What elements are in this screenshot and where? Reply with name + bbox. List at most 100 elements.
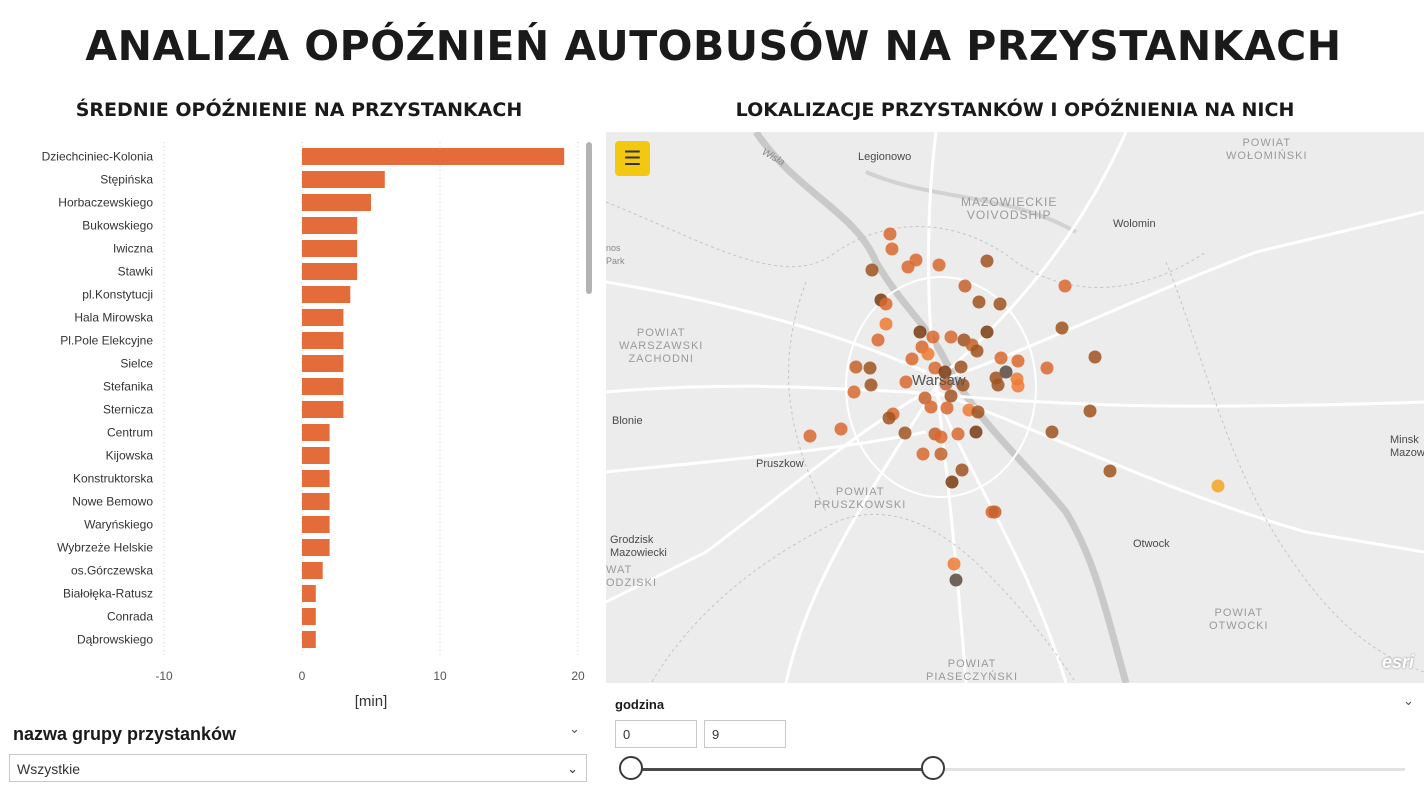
stop-marker — [926, 330, 940, 344]
place-grodzisk: Grodzisk Mazowiecki — [610, 534, 667, 559]
stop-marker — [944, 389, 958, 403]
region-powiat-grodziski: WAT ODZISKI — [606, 564, 658, 589]
esri-logo: esri — [1381, 652, 1414, 672]
bar[interactable] — [302, 171, 385, 188]
chevron-down-icon: ⌄ — [567, 761, 578, 776]
bar[interactable] — [302, 378, 344, 395]
stop-marker — [864, 378, 878, 392]
bar[interactable] — [302, 562, 323, 579]
bar[interactable] — [302, 355, 344, 372]
bar[interactable] — [302, 447, 330, 464]
hour-slider-track[interactable] — [631, 768, 1405, 771]
bar[interactable] — [302, 263, 358, 280]
x-tick-label: 10 — [433, 669, 447, 683]
y-category-label: Stefanika — [103, 380, 153, 394]
bar[interactable] — [302, 286, 351, 303]
stop-marker — [879, 317, 893, 331]
stop-marker — [1011, 379, 1025, 393]
delay-bar-chart: -10 0 10 20 Dziechciniec-Kolonia Stępińska Hor… — [42, 142, 585, 710]
hour-slider-max-handle[interactable] — [920, 756, 945, 780]
map-menu-button[interactable]: ☰ — [615, 141, 650, 176]
y-category-label: Konstruktorska — [73, 472, 153, 486]
place-minsk: Minsk Mazowiec — [1390, 434, 1424, 459]
bar[interactable] — [302, 516, 330, 533]
map-title: LOKALIZACJE PRZYSTANKÓW I OPÓŹNIENIA NA … — [735, 99, 1295, 121]
place-wolomin: Wolomin — [1113, 218, 1156, 230]
stop-marker — [1055, 321, 1069, 335]
stop-marker — [928, 361, 942, 375]
bar[interactable] — [302, 148, 565, 165]
hour-max-input[interactable]: 9 — [704, 720, 786, 748]
stop-marker — [940, 401, 954, 415]
stop-marker — [924, 400, 938, 414]
stop-marker — [945, 475, 959, 489]
stop-group-filter-title: nazwa grupy przystanków — [13, 724, 237, 744]
hour-min-input[interactable]: 0 — [615, 720, 697, 748]
y-category-label: pl.Konstytucji — [82, 288, 153, 302]
stop-marker — [934, 447, 948, 461]
y-category-label: Sternicza — [103, 403, 153, 417]
y-category-label: os.Górczewska — [71, 564, 153, 578]
stop-marker — [879, 297, 893, 311]
stop-marker — [1083, 404, 1097, 418]
bar[interactable] — [302, 240, 358, 257]
chart-scrollbar-thumb[interactable] — [586, 142, 592, 294]
bar[interactable] — [302, 217, 358, 234]
y-category-label: Nowe Bemowo — [72, 495, 153, 509]
stop-marker — [882, 411, 896, 425]
stop-group-selected: Wszystkie — [17, 761, 80, 777]
stop-marker — [1103, 464, 1117, 478]
hour-filter-title: godzina — [615, 697, 665, 712]
stop-marker — [1088, 350, 1102, 364]
stop-marker — [955, 463, 969, 477]
stop-marker — [949, 573, 963, 587]
bar[interactable] — [302, 493, 330, 510]
bar[interactable] — [302, 631, 316, 648]
y-category-label: Dziechciniec-Kolonia — [42, 150, 154, 164]
stop-marker — [1011, 354, 1025, 368]
y-category-label: Pl.Pole Elekcyjne — [60, 334, 153, 348]
stop-marker — [954, 360, 968, 374]
y-category-label: Bukowskiego — [82, 219, 153, 233]
stop-marker — [980, 254, 994, 268]
y-category-label: Stawki — [118, 265, 153, 279]
bar[interactable] — [302, 585, 316, 602]
place-pruszkow: Pruszkow — [756, 458, 804, 470]
stop-marker — [916, 447, 930, 461]
stop-markers[interactable] — [803, 227, 1225, 587]
bar[interactable] — [302, 539, 330, 556]
bar[interactable] — [302, 401, 344, 418]
y-category-label: Centrum — [107, 426, 153, 440]
y-category-label: Dąbrowskiego — [77, 633, 153, 647]
stop-marker — [1045, 425, 1059, 439]
hour-slider-min-handle[interactable] — [619, 756, 643, 780]
bar-chart-title: ŚREDNIE OPÓŹNIENIE NA PRZYSTANKACH — [75, 99, 523, 121]
bar[interactable] — [302, 194, 371, 211]
chevron-down-icon[interactable]: ⌄ — [569, 721, 580, 736]
stop-marker — [865, 263, 879, 277]
stop-marker — [905, 352, 919, 366]
stop-group-dropdown[interactable]: Wszystkie ⌄ — [9, 754, 587, 782]
stop-marker — [885, 242, 899, 256]
stop-marker — [883, 227, 897, 241]
stop-marker — [834, 422, 848, 436]
stop-marker — [909, 253, 923, 267]
bar[interactable] — [302, 424, 330, 441]
bar[interactable] — [302, 309, 344, 326]
stop-marker — [969, 425, 983, 439]
y-category-label: Hala Mirowska — [74, 311, 153, 325]
region-powiat-warszawski: POWIAT WARSZAWSKI ZACHODNI — [619, 327, 704, 365]
map-basemap — [606, 132, 1424, 683]
chevron-down-icon[interactable]: ⌄ — [1403, 693, 1414, 708]
report-title: ANALIZA OPÓŹNIEŃ AUTOBUSÓW NA PRZYSTANKA… — [85, 22, 1342, 70]
stop-marker — [980, 325, 994, 339]
region-powiat-otwocki: POWIAT OTWOCKI — [1209, 607, 1269, 632]
hamburger-menu-icon: ☰ — [623, 148, 642, 170]
y-category-label: Conrada — [107, 610, 153, 624]
place-legionowo: Legionowo — [858, 151, 912, 163]
bar[interactable] — [302, 332, 344, 349]
y-category-label: Kijowska — [106, 449, 154, 463]
bar[interactable] — [302, 608, 316, 625]
bus-stop-map[interactable]: ☰ Legionowo Wolomin Warsaw Blonie Pruszk… — [606, 132, 1424, 683]
bar[interactable] — [302, 470, 330, 487]
